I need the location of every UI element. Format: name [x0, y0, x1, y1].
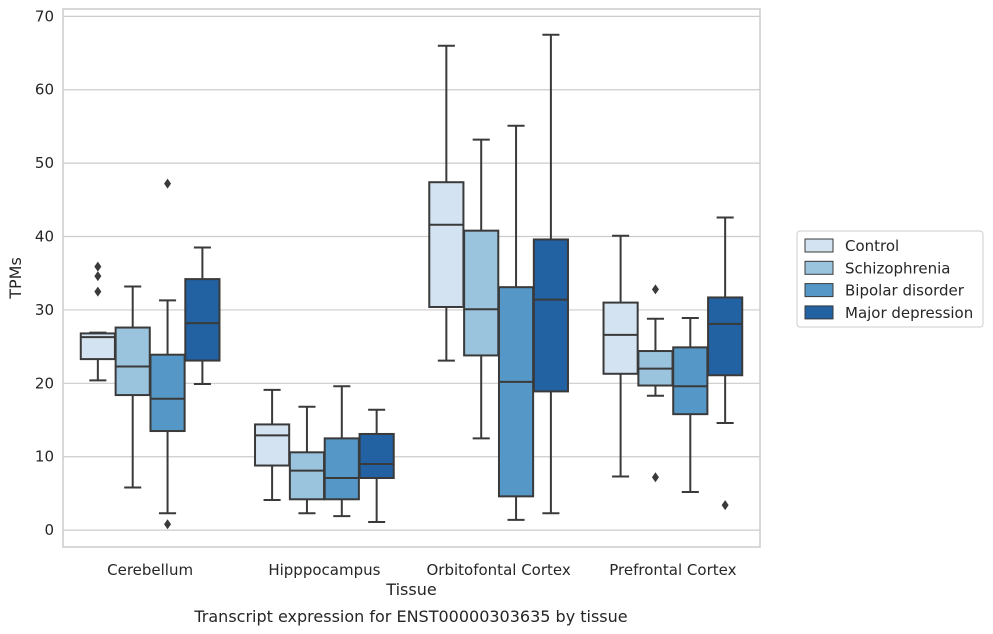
- iqr-box: [184, 278, 221, 362]
- box-1-3: [358, 408, 395, 524]
- legend: Control Schizophrenia Bipolar disorder Majo…: [796, 230, 984, 328]
- box-1-0: [254, 388, 291, 502]
- legend-swatch: [804, 260, 834, 275]
- iqr-box: [323, 437, 360, 501]
- legend-swatch: [804, 283, 834, 298]
- outlier-point: [651, 284, 659, 295]
- y-axis-ticks: 0 10 20 30 40 50 60 70: [35, 7, 54, 539]
- x-axis-ticks: Cerebellum Hipppocampus Orbitofontal Corte…: [107, 561, 736, 579]
- iqr-box: [672, 346, 709, 416]
- iqr-box: [602, 301, 639, 375]
- chart-caption: Transcript expression for ENST0000030363…: [193, 607, 627, 626]
- y-tick-label: 20: [35, 374, 54, 392]
- box-3-1: [637, 284, 674, 483]
- outlier-point: [94, 271, 102, 282]
- y-axis-label: TPMs: [6, 257, 25, 300]
- iqr-box: [288, 451, 326, 501]
- outlier-point: [94, 286, 102, 297]
- iqr-box: [428, 181, 465, 308]
- box-2-0: [428, 44, 465, 362]
- iqr-box: [254, 423, 291, 467]
- legend-label: Bipolar disorder: [845, 282, 965, 300]
- iqr-box: [114, 326, 151, 397]
- box-0-3: [184, 246, 221, 386]
- y-tick-label: 40: [35, 228, 54, 246]
- box-plot-series: [79, 33, 744, 530]
- box-1-2: [323, 385, 360, 518]
- y-tick-label: 0: [44, 521, 54, 539]
- iqr-box: [497, 286, 535, 498]
- y-tick-label: 30: [35, 301, 54, 319]
- legend-label: Major depression: [845, 304, 973, 322]
- x-tick-label: Hipppocampus: [268, 561, 380, 579]
- y-tick-label: 60: [35, 81, 54, 99]
- box-3-2: [672, 317, 709, 493]
- box-0-1: [114, 285, 151, 489]
- iqr-box: [358, 432, 395, 480]
- legend-label: Schizophrenia: [845, 259, 950, 277]
- y-tick-label: 70: [35, 7, 54, 25]
- box-3-3: [707, 216, 744, 511]
- x-axis-label: Tissue: [385, 580, 436, 599]
- outlier-point: [94, 261, 102, 272]
- legend-swatch: [804, 305, 834, 320]
- outlier-point: [651, 472, 659, 483]
- box-2-1: [463, 138, 500, 440]
- iqr-box: [463, 229, 500, 357]
- box-1-1: [288, 405, 326, 515]
- legend-swatch: [804, 238, 834, 253]
- box-2-2: [497, 124, 535, 521]
- outlier-point: [721, 500, 729, 511]
- legend-frame: [796, 230, 984, 328]
- plot-area-frame: [62, 8, 761, 548]
- iqr-box: [149, 353, 186, 433]
- box-2-3: [532, 33, 569, 515]
- box-3-0: [602, 234, 639, 478]
- y-tick-label: 50: [35, 154, 54, 172]
- x-tick-label: Cerebellum: [107, 561, 193, 579]
- x-tick-label: Orbitofontal Cortex: [427, 561, 571, 579]
- box-0-0: [79, 261, 116, 382]
- y-tick-label: 10: [35, 448, 54, 466]
- outlier-point: [164, 178, 172, 189]
- x-tick-label: Prefrontal Cortex: [609, 561, 736, 579]
- box-0-2: [149, 178, 186, 530]
- outlier-point: [164, 519, 172, 530]
- iqr-box: [532, 238, 569, 393]
- legend-label: Control: [845, 237, 899, 255]
- iqr-box: [707, 296, 744, 377]
